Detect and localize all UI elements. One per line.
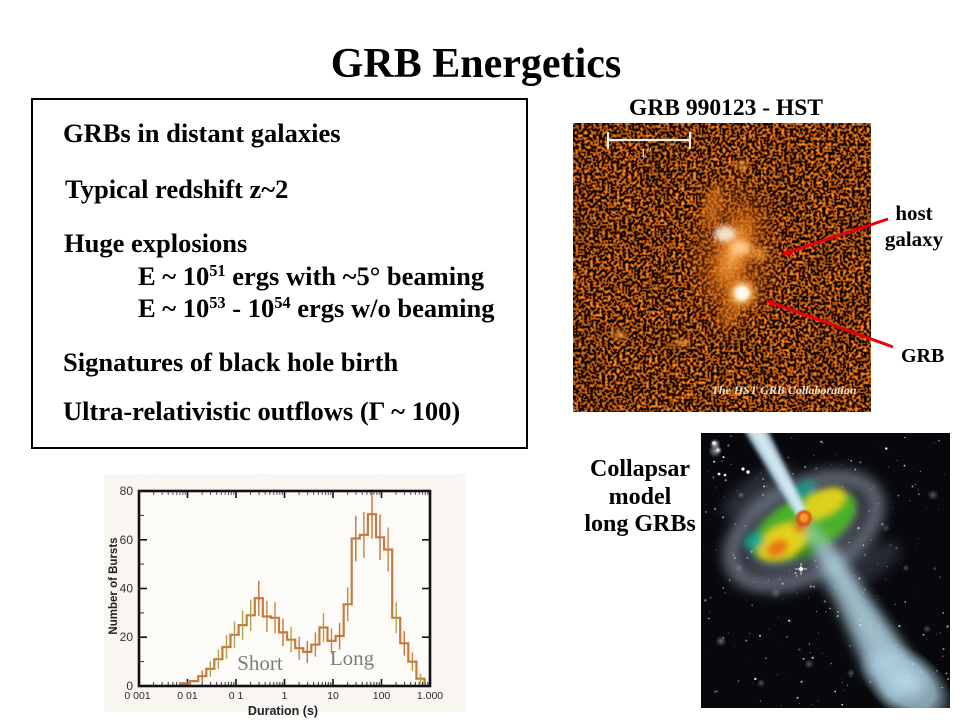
svg-text:0 01: 0 01 <box>177 690 198 702</box>
svg-text:0 001: 0 001 <box>124 690 150 702</box>
svg-text:1.000: 1.000 <box>417 690 443 702</box>
svg-text:Short: Short <box>237 651 283 675</box>
svg-text:0 1: 0 1 <box>229 690 244 702</box>
svg-text:20: 20 <box>120 630 134 644</box>
svg-text:100: 100 <box>373 690 391 702</box>
svg-text:10: 10 <box>327 690 339 702</box>
svg-text:0: 0 <box>126 679 133 693</box>
svg-text:Number of Bursts: Number of Bursts <box>108 537 120 634</box>
svg-text:1: 1 <box>282 690 288 702</box>
svg-text:Duration (s): Duration (s) <box>248 704 318 718</box>
svg-text:The HST GRB Collaboration: The HST GRB Collaboration <box>711 383 856 397</box>
svg-text:1″: 1″ <box>640 145 652 160</box>
svg-text:Long: Long <box>330 646 375 670</box>
svg-text:40: 40 <box>120 582 134 596</box>
svg-text:60: 60 <box>120 533 134 547</box>
svg-text:80: 80 <box>120 484 134 498</box>
